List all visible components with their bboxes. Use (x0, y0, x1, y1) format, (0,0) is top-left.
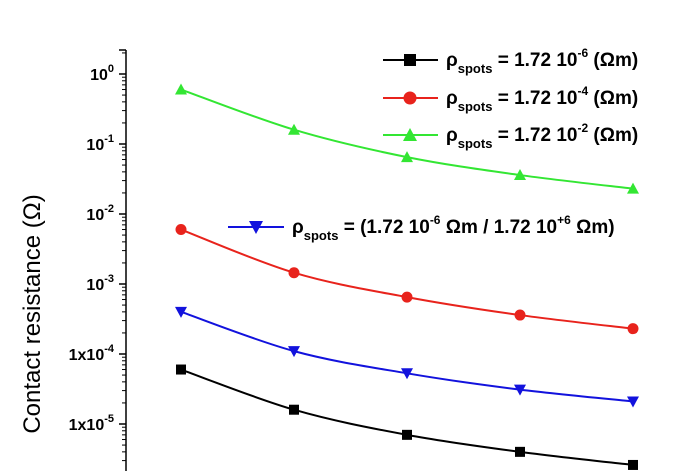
legend-text: = 1.72 10 (492, 50, 577, 71)
marker-triangle-down (627, 396, 639, 408)
legend-entry: ρspots = 1.72 10-4 (Ωm) (383, 84, 638, 114)
legend-subscript: spots (458, 136, 493, 151)
legend-label: ρspots = 1.72 10-2 (Ωm) (446, 121, 638, 151)
y-tick-label: 10-3 (86, 273, 114, 294)
annotation-text: Ωm / 1.72 10 (440, 217, 557, 238)
annotation-subscript: spots (304, 228, 339, 243)
y-tick-exponent: -2 (104, 203, 114, 215)
marker-triangle-up (403, 128, 417, 141)
y-tick-exponent: -5 (104, 413, 114, 425)
legend-tail: (Ωm) (588, 50, 638, 71)
y-tick-exponent: -4 (104, 343, 115, 355)
annotation-superscript: +6 (557, 213, 571, 227)
marker-triangle-up (288, 123, 300, 135)
marker-circle (175, 224, 187, 236)
series-1 (175, 224, 639, 335)
marker-circle (627, 323, 639, 335)
series-line (180, 228, 634, 330)
marker-circle (403, 91, 417, 105)
series-3 (175, 306, 639, 408)
y-tick-label: 10-1 (86, 133, 114, 154)
marker-square (176, 364, 186, 375)
marker-triangle-down (514, 384, 526, 396)
annotation-text: = (1.72 10 (338, 217, 429, 238)
y-tick-exponent: -3 (104, 273, 114, 285)
legend-subscript: spots (458, 99, 493, 114)
legend-subscript: spots (458, 61, 493, 76)
marker-square (515, 446, 525, 457)
marker-circle (288, 267, 300, 279)
marker-triangle-up (401, 151, 413, 163)
legend: ρspots = 1.72 10-6 (Ωm)ρspots = 1.72 10-… (383, 46, 638, 151)
legend-superscript: -4 (577, 84, 588, 98)
y-tick-base: 10 (90, 67, 108, 84)
y-tick-base: 10 (86, 277, 104, 294)
annotation-rho: ρ (292, 217, 304, 238)
marker-circle (401, 291, 413, 303)
annotation-label: ρspots = (1.72 10-6 Ωm / 1.72 10+6 Ωm) (292, 213, 615, 243)
marker-square (289, 404, 299, 415)
marker-triangle-up (514, 169, 526, 181)
marker-triangle-up (175, 83, 187, 95)
y-tick-base: 10 (86, 207, 104, 224)
legend-text: = 1.72 10 (492, 88, 577, 109)
marker-triangle-down (249, 221, 263, 234)
legend-entry: ρspots = 1.72 10-6 (Ωm) (383, 46, 638, 76)
legend-entry: ρspots = 1.72 10-2 (Ωm) (383, 121, 638, 151)
legend-rho: ρ (446, 88, 458, 109)
y-tick-label: 1x10-4 (69, 343, 115, 364)
marker-square (404, 54, 416, 66)
annotation-text: Ωm) (571, 217, 615, 238)
marker-triangle-down (175, 306, 187, 318)
marker-square (628, 459, 638, 470)
marker-triangle-down (401, 368, 413, 380)
y-tick-exponent: 0 (108, 63, 114, 75)
legend-rho: ρ (446, 50, 458, 71)
legend-superscript: -2 (577, 121, 588, 135)
legend-superscript: -6 (577, 46, 588, 60)
y-tick-base: 1x10 (69, 347, 105, 364)
marker-triangle-up (627, 182, 639, 194)
annotation: ρspots = (1.72 10-6 Ωm / 1.72 10+6 Ωm) (228, 213, 615, 243)
y-tick-label: 10-2 (86, 203, 114, 224)
marker-square (402, 429, 412, 440)
y-tick-label: 1x10-5 (69, 413, 114, 434)
legend-text: = 1.72 10 (492, 125, 577, 146)
series-line (180, 368, 634, 466)
series-2 (175, 83, 639, 194)
y-tick-base: 1x10 (69, 417, 105, 434)
series-group (175, 83, 639, 470)
legend-label: ρspots = 1.72 10-4 (Ωm) (446, 84, 638, 114)
marker-triangle-down (288, 346, 300, 358)
legend-tail: (Ωm) (588, 125, 638, 146)
legend-rho: ρ (446, 125, 458, 146)
legend-label: ρspots = 1.72 10-6 (Ωm) (446, 46, 638, 76)
annotation-superscript: -6 (430, 213, 441, 227)
marker-circle (514, 309, 526, 321)
series-0 (176, 364, 638, 470)
y-tick-label: 100 (90, 63, 114, 84)
series-line (180, 310, 634, 403)
legend-tail: (Ωm) (588, 88, 638, 109)
y-tick-exponent: -1 (104, 133, 114, 145)
axes (119, 49, 127, 471)
y-tick-base: 10 (86, 137, 104, 154)
y-axis-label: Contact resistance (Ω) (19, 194, 46, 433)
